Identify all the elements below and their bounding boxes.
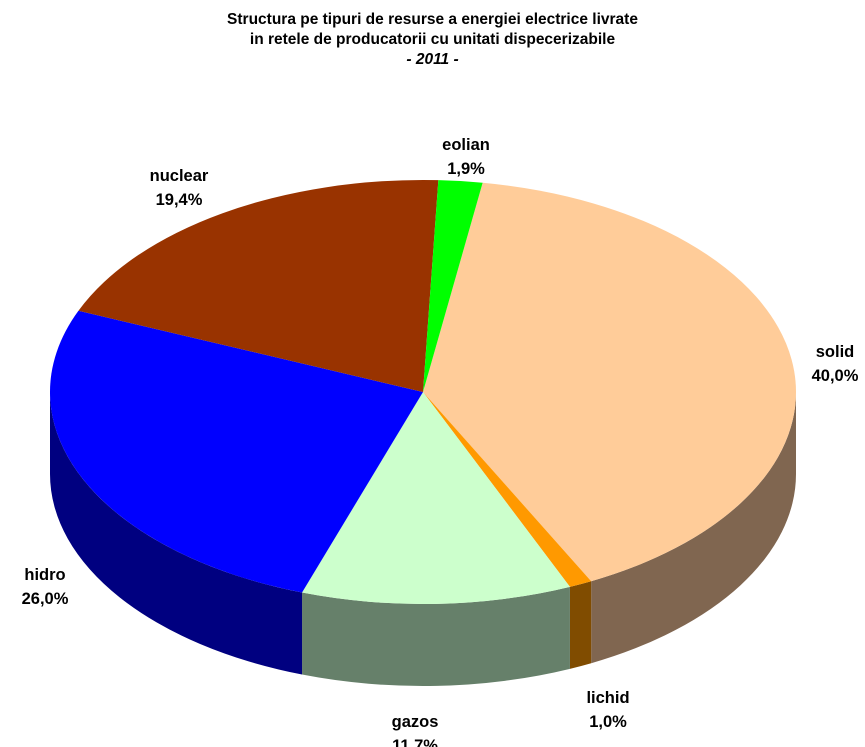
chart-title-line-2: in retele de producatorii cu unitati dis… [249, 31, 616, 48]
chart-title-year: - 2011 - [406, 51, 459, 68]
slice-label-nuclear: nuclear [150, 167, 209, 185]
slice-label-gazos: gazos [392, 713, 439, 731]
slice-value-eolian: 1,9% [447, 160, 485, 178]
pie-slice-nuclear [78, 180, 439, 392]
slice-label-eolian: eolian [442, 136, 490, 154]
pie-side-lichid [569, 581, 592, 669]
slice-label-solid: solid [816, 343, 855, 361]
pie-tops [49, 180, 797, 605]
pie-slice-lichid [423, 392, 592, 587]
chart-title: Structura pe tipuri de resurse a energie… [0, 10, 865, 70]
slice-label-lichid: lichid [586, 689, 629, 707]
chart-title-line-1: Structura pe tipuri de resurse a energie… [227, 11, 638, 28]
pie-slice-gazos [302, 392, 570, 605]
pie-side-solid [591, 392, 796, 664]
slice-value-lichid: 1,0% [589, 713, 627, 731]
slice-value-solid: 40,0% [812, 367, 859, 385]
pie-labels: solid 40,0% lichid 1,0% gazos 11,7% hidro 26,0%… [22, 136, 859, 747]
slice-value-gazos: 11,7% [392, 737, 438, 747]
pie-slice-solid [423, 182, 797, 582]
pie-slice-eolian [423, 180, 483, 392]
slice-value-nuclear: 19,4% [156, 191, 203, 209]
pie-side-gazos [302, 586, 570, 687]
pie-slice-hidro [49, 310, 423, 593]
pie-sides [49, 392, 796, 687]
pie-side-hidro [49, 392, 303, 675]
slice-value-hidro: 26,0% [22, 590, 69, 608]
slice-label-hidro: hidro [24, 566, 65, 584]
